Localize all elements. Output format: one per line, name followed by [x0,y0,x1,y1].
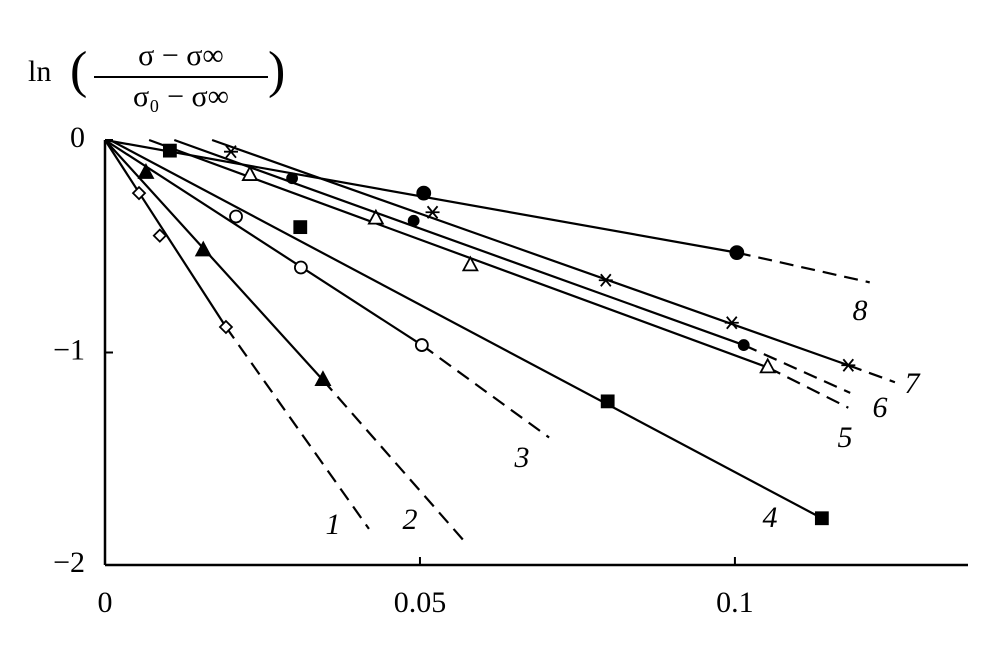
marker [223,145,238,159]
curve-label: 4 [763,501,778,534]
y-label-denominator: σ₀ − σ∞ [133,80,229,113]
marker [729,245,745,261]
marker [461,255,479,272]
x-tick-label: 0.05 [394,586,447,619]
marker [841,358,856,372]
paren-right: ) [268,42,285,99]
paren-left: ( [70,42,87,99]
marker [137,163,155,179]
fit-line [109,139,823,520]
fit-line [104,139,227,328]
y-label-prefix: ln [28,55,51,88]
curve-label: 6 [873,391,888,424]
x-tick-label: 0 [98,586,113,619]
marker [737,339,750,351]
marker [724,316,739,330]
curve-label: 3 [514,441,530,474]
fit-line-dashed [847,364,896,384]
y-tick-label: −2 [53,546,85,579]
marker [314,370,332,387]
marker [229,209,243,224]
marker [414,338,429,352]
fit-line [148,138,769,369]
x-tick-label: 0.1 [716,586,754,619]
y-label-numerator: σ − σ∞ [138,39,224,72]
fit-line [104,139,324,381]
marker [600,394,615,409]
marker [131,185,147,201]
y-tick-label: 0 [70,121,85,154]
fit-line [173,138,745,347]
marker [416,185,432,201]
fit-line-dashed [322,379,464,541]
fit-line-dashed [736,251,870,284]
fit-line-dashed [743,344,851,394]
marker [425,205,440,219]
curve-label: 7 [905,367,922,400]
marker [598,273,613,287]
curve-label: 8 [853,294,868,327]
marker [759,357,777,374]
marker [218,319,234,335]
y-tick-label: −1 [53,333,85,366]
fit-line [104,139,423,346]
fit-line-dashed [225,326,370,530]
marker [407,214,420,227]
marker [367,208,385,225]
marker [293,220,308,235]
curve-label: 5 [838,421,853,454]
fit-line-dashed [767,366,849,409]
curve-label: 2 [403,503,418,536]
fit-line-dashed [421,344,550,439]
marker [241,165,259,181]
curve-label: 1 [326,508,341,541]
marker [152,228,168,243]
marker [814,511,829,526]
marker [294,260,308,275]
marker [194,240,212,257]
fit-line [211,138,849,367]
